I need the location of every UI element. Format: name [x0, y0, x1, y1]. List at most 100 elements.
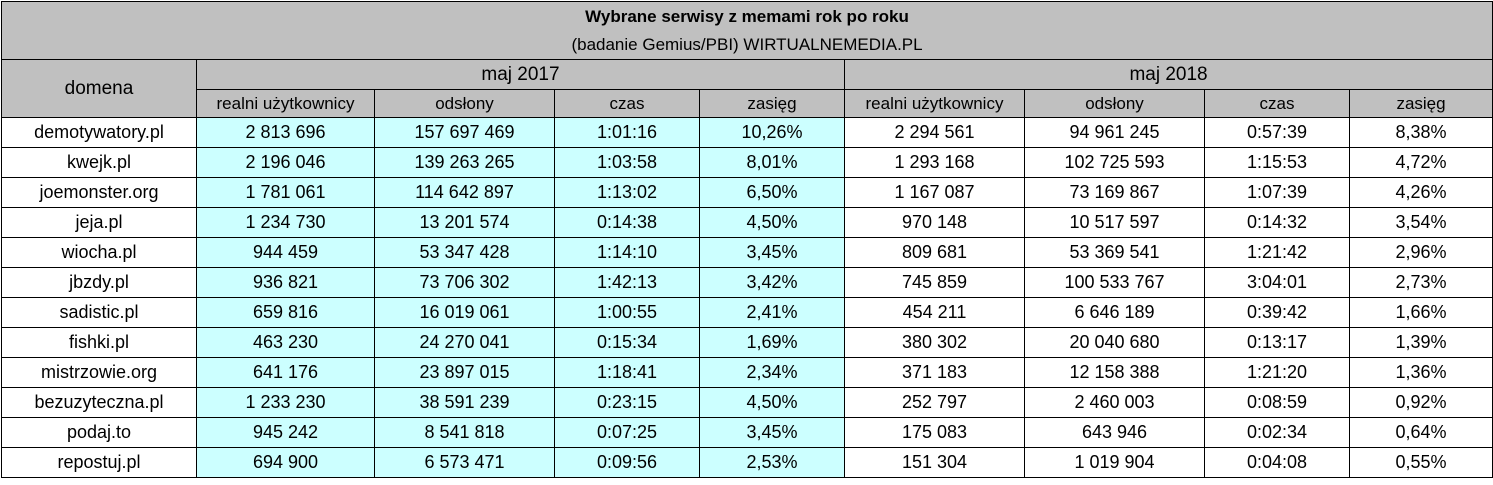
domain-cell: mistrzowie.org [1, 357, 197, 388]
domain-cell: sadistic.pl [1, 297, 197, 328]
2017-reach-cell: 8,01% [699, 147, 845, 178]
2017-reach-cell: 2,34% [699, 357, 845, 388]
2017-pageviews-cell: 73 706 302 [374, 267, 555, 298]
2017-users-cell: 659 816 [196, 297, 375, 328]
table-row: kwejk.pl 2 196 046 139 263 265 1:03:58 8,01%… [1, 147, 1493, 178]
2017-time-cell: 1:14:10 [554, 237, 700, 268]
2018-pageviews-cell: 94 961 245 [1024, 117, 1205, 148]
2018-users-cell: 454 211 [844, 297, 1025, 328]
2018-users-cell: 371 183 [844, 357, 1025, 388]
2018-reach-cell: 0,92% [1348, 387, 1493, 418]
domain-cell: jbzdy.pl [1, 267, 197, 298]
2017-users-cell: 463 230 [196, 327, 375, 358]
2018-time-cell: 1:15:53 [1204, 147, 1350, 178]
2018-time-cell: 0:57:39 [1204, 117, 1350, 148]
table-subtitle: (badanie Gemius/PBI) WIRTUALNEMEDIA.PL [0, 31, 1493, 60]
year-header-2017: maj 2017 [196, 59, 845, 90]
domain-cell: repostuj.pl [1, 447, 197, 478]
2018-time-cell: 0:04:08 [1204, 447, 1350, 478]
2017-pageviews-cell: 23 897 015 [374, 357, 555, 388]
2018-reach-cell: 1,39% [1348, 327, 1493, 358]
2018-time-cell: 1:07:39 [1204, 177, 1350, 208]
year-header-2018: maj 2018 [843, 59, 1493, 90]
2018-time-cell: 0:08:59 [1204, 387, 1350, 418]
2017-pageviews-cell: 114 642 897 [374, 177, 555, 208]
2017-pageviews-cell: 8 541 818 [374, 417, 555, 448]
2018-users-cell: 1 167 087 [844, 177, 1025, 208]
2018-users-cell: 1 293 168 [844, 147, 1025, 178]
2018-users-cell: 380 302 [844, 327, 1025, 358]
2018-reach-cell: 2,96% [1348, 237, 1493, 268]
table-row: jbzdy.pl 936 821 73 706 302 1:42:13 3,42% 745… [1, 267, 1493, 298]
2017-users-cell: 944 459 [196, 237, 375, 268]
domain-cell: wiocha.pl [1, 237, 197, 268]
2017-reach-cell: 3,45% [699, 237, 845, 268]
table-row: sadistic.pl 659 816 16 019 061 1:00:55 2,41%… [1, 297, 1493, 328]
2017-time-cell: 1:00:55 [554, 297, 700, 328]
2017-time-cell: 1:13:02 [554, 177, 700, 208]
table-row: fishki.pl 463 230 24 270 041 0:15:34 1,69% 38… [1, 327, 1493, 358]
2017-time-cell: 0:23:15 [554, 387, 700, 418]
2018-users-cell: 151 304 [844, 447, 1025, 478]
table-row: mistrzowie.org 641 176 23 897 015 1:18:41 2,… [1, 357, 1493, 388]
col-header-reach: zasięg [1348, 89, 1493, 118]
col-header-users: realni użytkownicy [196, 89, 375, 118]
2017-reach-cell: 4,50% [699, 207, 845, 238]
2018-reach-cell: 8,38% [1348, 117, 1493, 148]
2017-time-cell: 1:01:16 [554, 117, 700, 148]
2017-reach-cell: 4,50% [699, 387, 845, 418]
2018-reach-cell: 0,55% [1348, 447, 1493, 478]
2017-time-cell: 1:03:58 [554, 147, 700, 178]
2018-time-cell: 3:04:01 [1204, 267, 1350, 298]
table-row: podaj.to 945 242 8 541 818 0:07:25 3,45% 175 … [1, 417, 1493, 448]
table-title: Wybrane serwisy z memami rok po roku [0, 1, 1493, 31]
2017-reach-cell: 1,69% [699, 327, 845, 358]
2018-reach-cell: 4,26% [1348, 177, 1493, 208]
2018-time-cell: 0:39:42 [1204, 297, 1350, 328]
2017-reach-cell: 10,26% [699, 117, 845, 148]
2017-time-cell: 0:07:25 [554, 417, 700, 448]
table-row: bezuzyteczna.pl 1 233 230 38 591 239 0:23:1… [1, 387, 1493, 418]
2017-users-cell: 2 196 046 [196, 147, 375, 178]
2018-pageviews-cell: 10 517 597 [1024, 207, 1205, 238]
2018-pageviews-cell: 100 533 767 [1024, 267, 1205, 298]
2018-pageviews-cell: 1 019 904 [1024, 447, 1205, 478]
table-row: repostuj.pl 694 900 6 573 471 0:09:56 2,53% 1… [1, 447, 1493, 478]
domain-cell: kwejk.pl [1, 147, 197, 178]
2017-pageviews-cell: 157 697 469 [374, 117, 555, 148]
domain-header: domena [1, 59, 197, 118]
2018-pageviews-cell: 12 158 388 [1024, 357, 1205, 388]
2018-pageviews-cell: 73 169 867 [1024, 177, 1205, 208]
domain-cell: jeja.pl [1, 207, 197, 238]
2017-users-cell: 936 821 [196, 267, 375, 298]
2017-pageviews-cell: 16 019 061 [374, 297, 555, 328]
2017-reach-cell: 6,50% [699, 177, 845, 208]
2017-users-cell: 1 233 230 [196, 387, 375, 418]
2017-users-cell: 694 900 [196, 447, 375, 478]
2018-time-cell: 0:14:32 [1204, 207, 1350, 238]
2017-users-cell: 1 781 061 [196, 177, 375, 208]
2017-reach-cell: 3,42% [699, 267, 845, 298]
table-row: jeja.pl 1 234 730 13 201 574 0:14:38 4,50% 97… [1, 207, 1493, 238]
domain-cell: joemonster.org [1, 177, 197, 208]
2018-time-cell: 0:02:34 [1204, 417, 1350, 448]
2017-time-cell: 0:09:56 [554, 447, 700, 478]
2018-reach-cell: 3,54% [1348, 207, 1493, 238]
2017-time-cell: 0:14:38 [554, 207, 700, 238]
domain-cell: bezuzyteczna.pl [1, 387, 197, 418]
2017-time-cell: 1:18:41 [554, 357, 700, 388]
2017-pageviews-cell: 38 591 239 [374, 387, 555, 418]
col-header-time: czas [1204, 89, 1350, 118]
domain-cell: fishki.pl [1, 327, 197, 358]
2017-reach-cell: 2,41% [699, 297, 845, 328]
2017-time-cell: 0:15:34 [554, 327, 700, 358]
2017-reach-cell: 2,53% [699, 447, 845, 478]
2018-pageviews-cell: 102 725 593 [1024, 147, 1205, 178]
table-row: wiocha.pl 944 459 53 347 428 1:14:10 3,45% 80… [1, 237, 1493, 268]
2017-pageviews-cell: 6 573 471 [374, 447, 555, 478]
2018-pageviews-cell: 643 946 [1024, 417, 1205, 448]
2018-pageviews-cell: 53 369 541 [1024, 237, 1205, 268]
2017-users-cell: 641 176 [196, 357, 375, 388]
2017-pageviews-cell: 53 347 428 [374, 237, 555, 268]
2018-users-cell: 252 797 [844, 387, 1025, 418]
